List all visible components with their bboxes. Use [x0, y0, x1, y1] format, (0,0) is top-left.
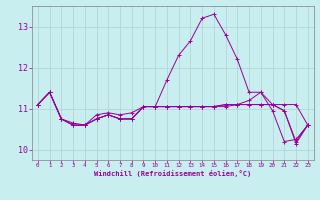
X-axis label: Windchill (Refroidissement éolien,°C): Windchill (Refroidissement éolien,°C) — [94, 170, 252, 177]
